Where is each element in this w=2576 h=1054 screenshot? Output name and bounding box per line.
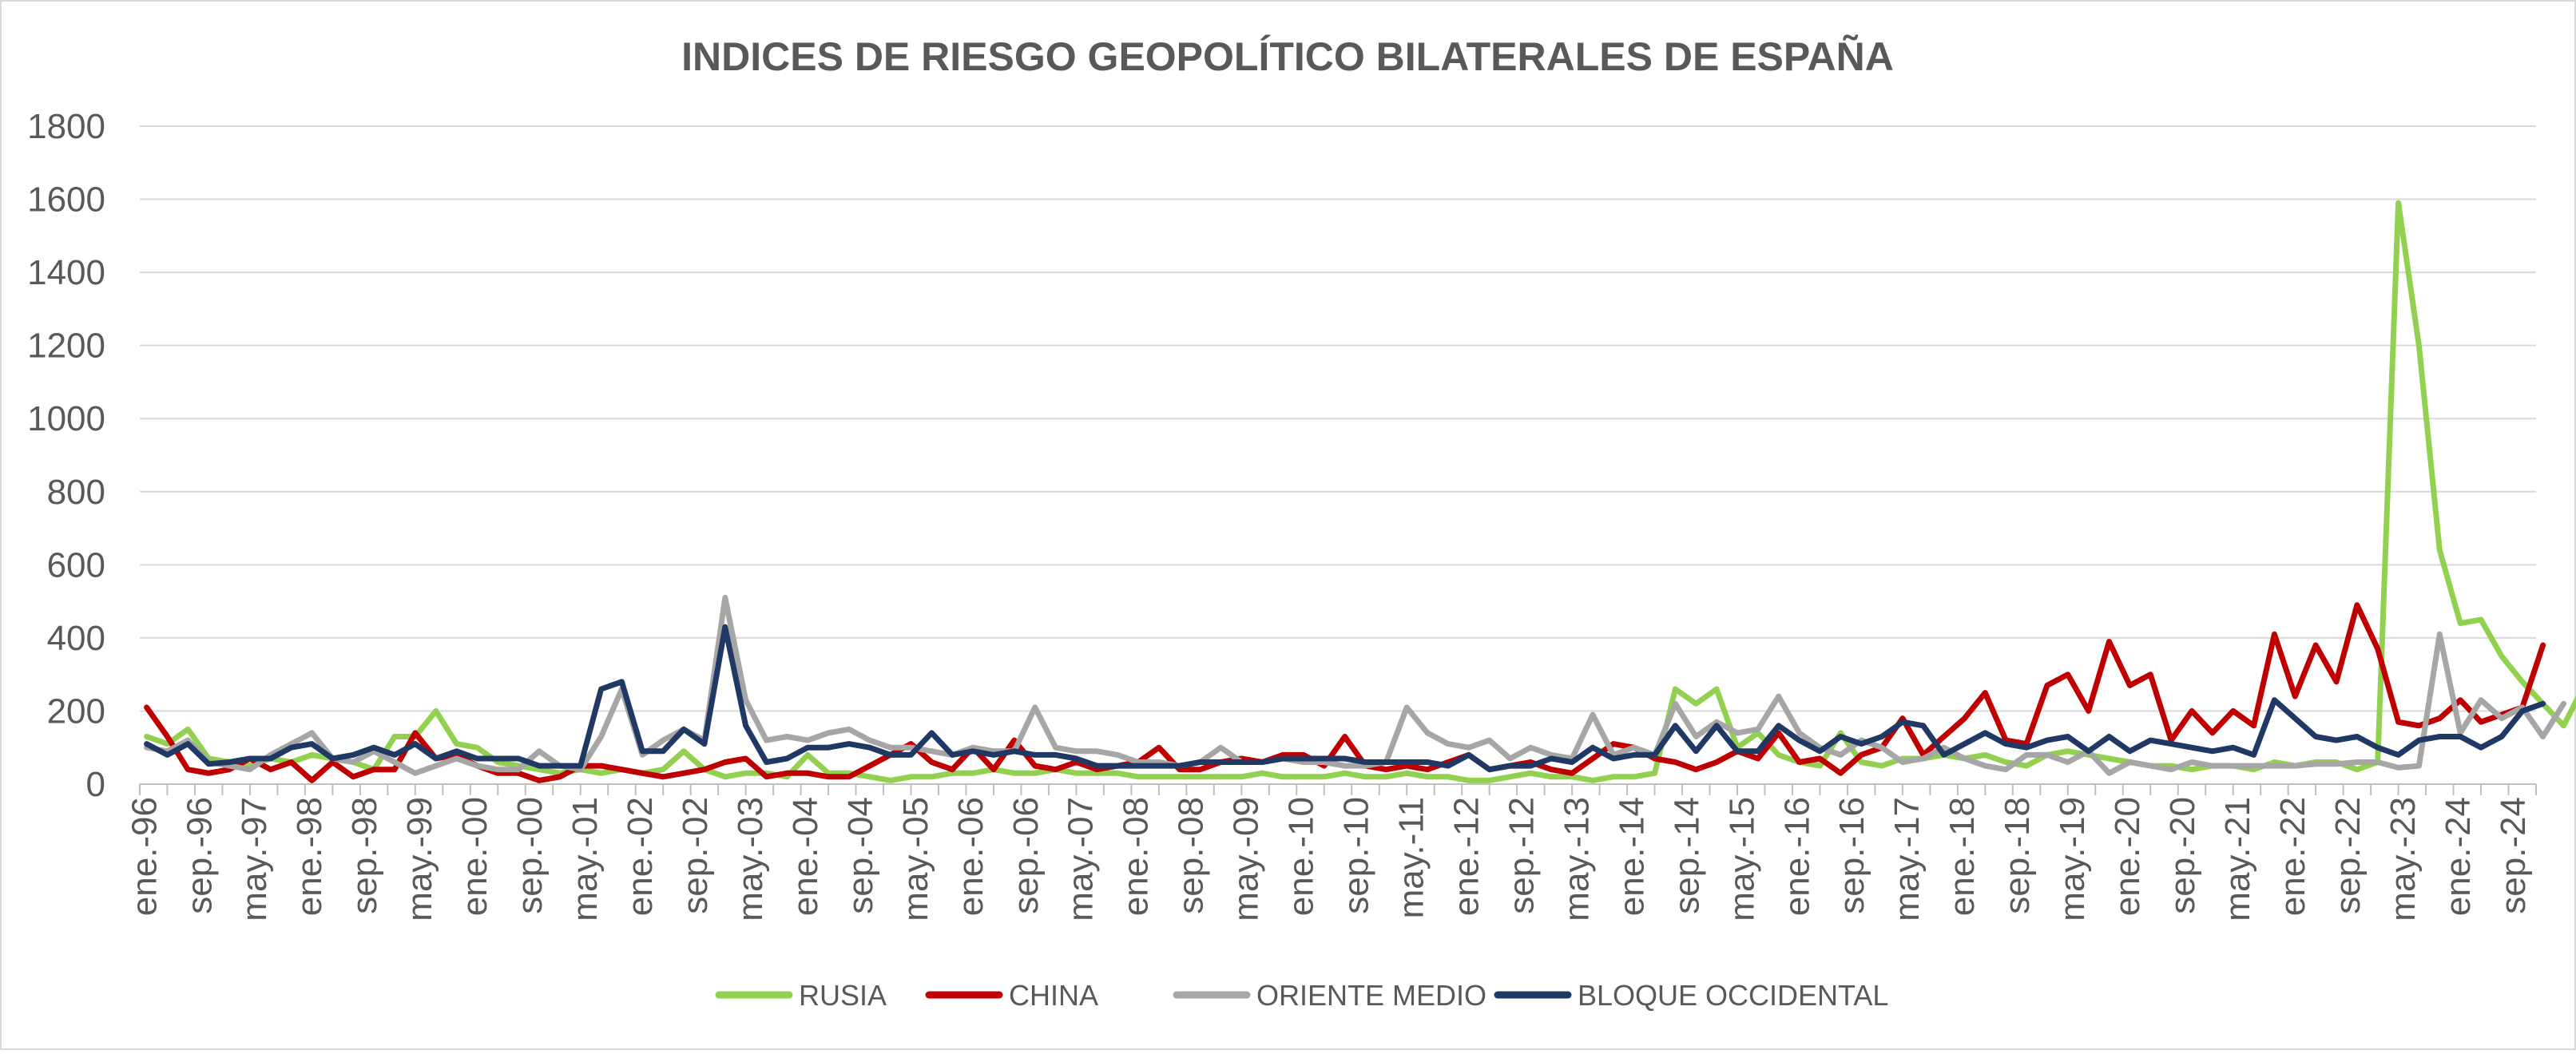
gridlines	[140, 125, 2536, 712]
x-tick-label: sep.-20	[2163, 797, 2202, 914]
x-tick-label: ene.-16	[1777, 797, 1816, 916]
x-tick-label: may.-15	[1722, 797, 1761, 921]
y-tick-label: 800	[47, 473, 105, 512]
x-tick-label: sep.-08	[1172, 797, 1211, 914]
x-tick-label: sep.-00	[510, 797, 550, 914]
x-tick-label: may.-05	[896, 797, 935, 921]
x-tick-label: ene.-24	[2439, 797, 2478, 916]
y-tick-label: 1800	[27, 107, 105, 146]
chart-title: INDICES DE RIESGO GEOPOLÍTICO BILATERALE…	[681, 34, 1894, 79]
x-tick-label: sep.-04	[841, 797, 880, 914]
y-tick-label: 0	[86, 765, 105, 804]
x-tick-label: sep.-24	[2494, 797, 2533, 914]
legend-label-rusia: RUSIA	[799, 979, 887, 1012]
y-tick-label: 1000	[27, 399, 105, 438]
x-tick-label: ene.-02	[621, 797, 660, 916]
x-tick-label: may.-19	[2053, 797, 2092, 921]
x-tick-label: ene.-20	[2108, 797, 2147, 916]
x-tick-label: may.-21	[2218, 797, 2257, 921]
legend-label-bloque-occidental: BLOQUE OCCIDENTAL	[1578, 979, 1888, 1012]
x-tick-label: sep.-02	[676, 797, 715, 914]
x-tick-label: may.-11	[1392, 797, 1431, 918]
x-tick-label: ene.-08	[1117, 797, 1156, 916]
x-axis: ene.-96 sep.-96 may.-97 ene.-98 sep.-98 may.-…	[125, 783, 2537, 921]
x-tick-label: ene.-18	[1943, 797, 1982, 916]
x-tick-label: sep.-12	[1502, 797, 1541, 914]
y-tick-label: 600	[47, 545, 105, 584]
x-tick-label: ene.-14	[1612, 797, 1651, 916]
y-tick-label: 200	[47, 691, 105, 731]
series-lines	[144, 200, 2576, 783]
series-line-china	[144, 602, 2546, 783]
y-tick-label: 400	[47, 619, 105, 658]
x-tick-label: sep.-18	[1998, 797, 2037, 914]
legend-label-china: CHINA	[1009, 979, 1098, 1012]
x-tick-label: ene.-06	[951, 797, 990, 916]
x-tick-label: may.-01	[566, 797, 605, 921]
x-tick-label: ene.-04	[786, 797, 825, 916]
x-tick-label: sep.-96	[180, 797, 219, 914]
legend: RUSIA CHINA ORIENTE MEDIO BLOQUE OCCIDENTAL	[715, 979, 1888, 1012]
x-tick-label: sep.-06	[1006, 797, 1046, 914]
x-tick-label: ene.-10	[1282, 797, 1321, 916]
x-tick-label: may.-17	[1887, 797, 1927, 921]
x-tick-label: sep.-22	[2328, 797, 2368, 914]
x-tick-label: ene.-00	[455, 797, 494, 916]
x-tick-label: ene.-96	[125, 797, 164, 916]
series-line-oriente-medio	[144, 595, 2566, 776]
x-tick-label: may.-23	[2383, 797, 2423, 921]
x-tick-label: may.-07	[1062, 797, 1101, 921]
x-tick-label: sep.-98	[345, 797, 384, 914]
y-tick-label: 1400	[27, 253, 105, 292]
y-tick-label: 1200	[27, 327, 105, 366]
x-tick-label: may.-09	[1227, 797, 1266, 921]
x-tick-label: sep.-14	[1667, 797, 1706, 914]
x-tick-label: may.-03	[731, 797, 770, 921]
x-tick-label: ene.-22	[2273, 797, 2312, 916]
legend-label-oriente-medio: ORIENTE MEDIO	[1256, 979, 1486, 1012]
x-tick-label: may.-99	[400, 797, 439, 921]
series-line-bloque-occidental	[144, 624, 2546, 773]
x-tick-label: sep.-16	[1832, 797, 1871, 914]
x-tick-label: ene.-98	[290, 797, 329, 916]
x-tick-label: sep.-10	[1337, 797, 1376, 914]
x-tick-label: may.-13	[1557, 797, 1596, 921]
y-tick-label: 1600	[27, 180, 105, 220]
x-tick-label: ene.-12	[1447, 797, 1486, 916]
x-tick-label: may.-97	[235, 797, 274, 921]
y-axis-ticks: 0 200 400 600 800 1000 1200 1400 1600 1800	[27, 107, 105, 804]
